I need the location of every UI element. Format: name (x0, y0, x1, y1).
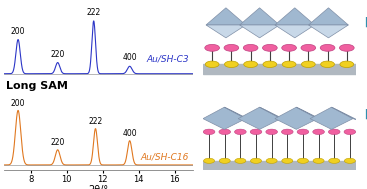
Polygon shape (310, 107, 353, 129)
Circle shape (297, 158, 308, 163)
Circle shape (235, 129, 246, 135)
Polygon shape (206, 25, 246, 38)
Circle shape (282, 44, 297, 51)
Text: 220: 220 (51, 138, 65, 147)
Polygon shape (259, 107, 287, 121)
Text: Au/SH-C3: Au/SH-C3 (146, 55, 189, 64)
Circle shape (282, 61, 296, 67)
Circle shape (205, 61, 219, 67)
Polygon shape (238, 107, 281, 129)
Bar (203, 64, 356, 74)
Bar (203, 161, 356, 169)
Text: 222: 222 (87, 8, 101, 17)
Polygon shape (224, 107, 252, 121)
Circle shape (204, 158, 215, 163)
Circle shape (263, 61, 277, 67)
Text: Au/SH-C16: Au/SH-C16 (141, 153, 189, 162)
Circle shape (262, 44, 277, 51)
Text: 200: 200 (11, 99, 25, 108)
Polygon shape (309, 25, 348, 38)
Circle shape (344, 129, 356, 135)
Circle shape (266, 158, 277, 163)
Polygon shape (206, 8, 246, 25)
Circle shape (313, 129, 324, 135)
Circle shape (328, 129, 340, 135)
Circle shape (244, 61, 258, 67)
Circle shape (329, 158, 340, 163)
Circle shape (340, 61, 354, 67)
Text: [111]: [111] (364, 16, 367, 26)
Circle shape (203, 129, 215, 135)
Polygon shape (240, 25, 280, 38)
Circle shape (282, 158, 293, 163)
Circle shape (219, 158, 230, 163)
Polygon shape (275, 25, 315, 38)
Circle shape (281, 129, 293, 135)
Circle shape (235, 158, 246, 163)
Circle shape (301, 44, 316, 51)
Text: [100]: [100] (364, 109, 367, 119)
Text: 222: 222 (88, 117, 103, 126)
Text: Long SAM: Long SAM (6, 81, 68, 91)
Polygon shape (275, 107, 318, 129)
Text: 400: 400 (122, 129, 137, 138)
Circle shape (320, 44, 335, 51)
Text: 220: 220 (51, 50, 65, 59)
Circle shape (301, 61, 315, 67)
Circle shape (250, 129, 262, 135)
Polygon shape (331, 107, 359, 121)
Circle shape (339, 44, 354, 51)
Circle shape (224, 44, 239, 51)
Circle shape (219, 129, 230, 135)
Circle shape (321, 61, 334, 67)
Circle shape (344, 158, 355, 163)
Text: 400: 400 (122, 53, 137, 62)
Polygon shape (203, 107, 246, 129)
Polygon shape (309, 8, 348, 25)
Circle shape (225, 61, 238, 67)
Text: Short SAM: Short SAM (6, 0, 71, 2)
Text: 200: 200 (11, 26, 25, 36)
Circle shape (251, 158, 262, 163)
Polygon shape (296, 107, 324, 121)
Circle shape (313, 158, 324, 163)
Circle shape (266, 129, 277, 135)
Circle shape (297, 129, 309, 135)
Circle shape (243, 44, 258, 51)
Polygon shape (240, 8, 280, 25)
Polygon shape (275, 8, 315, 25)
Circle shape (205, 44, 219, 51)
X-axis label: 2θ/°: 2θ/° (88, 185, 108, 189)
